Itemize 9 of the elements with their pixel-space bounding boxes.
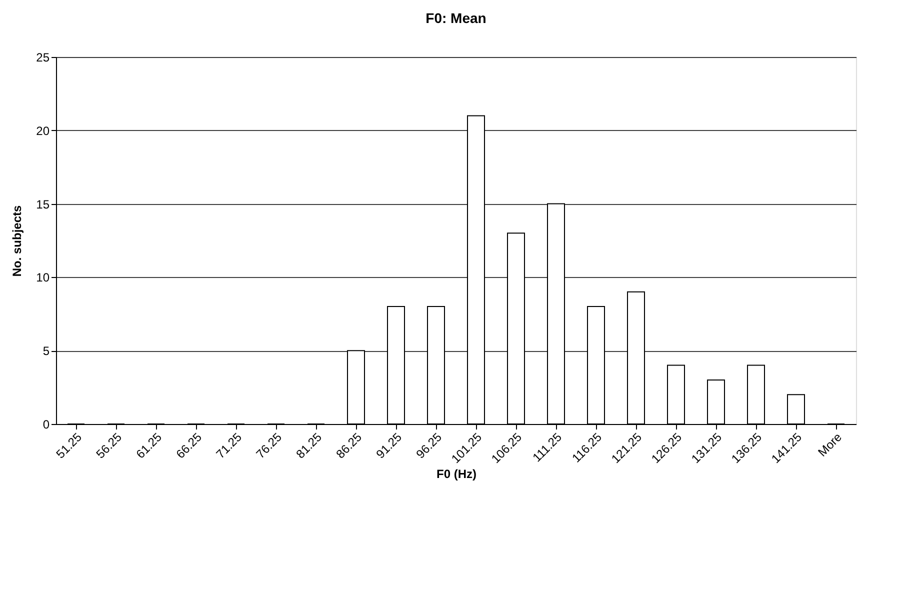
- y-axis-title: No. subjects: [10, 205, 24, 277]
- x-axis-title: F0 (Hz): [436, 467, 476, 482]
- y-tick-label: 20: [36, 124, 50, 138]
- y-tick-label: 10: [36, 270, 50, 285]
- y-tick-label: 15: [36, 197, 50, 212]
- y-tick-label: 25: [36, 50, 50, 64]
- chart-title: F0: Mean: [426, 10, 486, 26]
- y-tick-label: 5: [42, 344, 50, 358]
- y-tick-label: 0: [42, 418, 50, 432]
